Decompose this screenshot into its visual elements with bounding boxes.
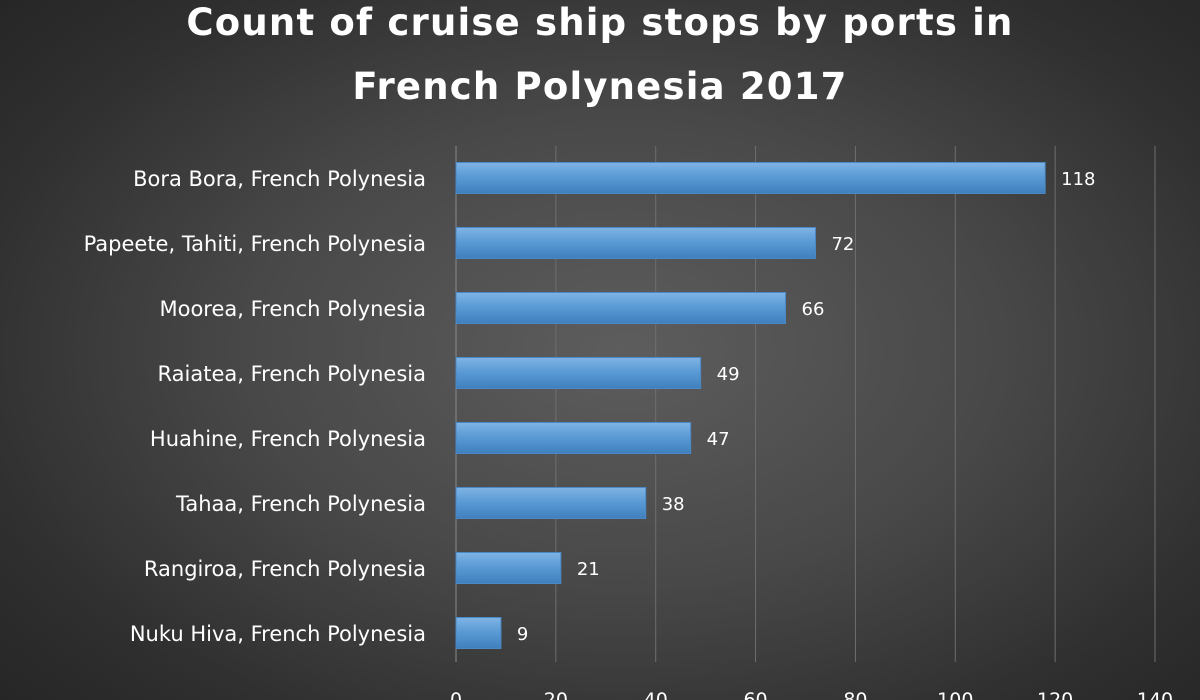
category-label: Moorea, French Polynesia — [159, 297, 426, 321]
category-label: Bora Bora, French Polynesia — [133, 167, 426, 191]
x-tick-label: 120 — [1037, 689, 1073, 700]
bar — [455, 617, 502, 649]
data-label: 72 — [831, 234, 854, 255]
bar — [455, 422, 692, 454]
chart-title-line-1: Count of cruise ship stops by ports in — [186, 1, 1014, 44]
bar — [455, 487, 647, 519]
data-label: 38 — [662, 494, 685, 515]
data-label: 47 — [707, 429, 730, 450]
category-labels: Bora Bora, French Polynesia Papeete, Tahi… — [84, 167, 426, 646]
x-tick-label: 20 — [544, 689, 568, 700]
bar — [455, 292, 787, 324]
x-tick-label: 0 — [450, 689, 462, 700]
category-label: Rangiroa, French Polynesia — [144, 557, 426, 581]
category-label: Huahine, French Polynesia — [150, 427, 426, 451]
x-tick-label: 80 — [843, 689, 867, 700]
bar — [455, 552, 562, 584]
category-label: Raiatea, French Polynesia — [158, 362, 426, 386]
category-label: Nuku Hiva, French Polynesia — [130, 622, 426, 646]
bar — [455, 227, 816, 259]
category-label: Papeete, Tahiti, French Polynesia — [84, 232, 426, 256]
data-label: 49 — [717, 364, 740, 385]
data-label: 21 — [577, 559, 600, 580]
data-label: 66 — [802, 299, 825, 320]
bars — [455, 162, 1046, 649]
x-tick-label: 60 — [743, 689, 767, 700]
x-tick-label: 140 — [1137, 689, 1173, 700]
category-label: Tahaa, French Polynesia — [175, 492, 426, 516]
x-axis-tick-labels: 0 20 40 60 80 100 120 140 — [450, 689, 1173, 700]
gridlines — [455, 146, 1156, 662]
x-tick-label: 100 — [937, 689, 973, 700]
data-label: 118 — [1061, 169, 1095, 190]
bar — [455, 162, 1046, 194]
bar — [455, 357, 702, 389]
data-label: 9 — [517, 624, 528, 645]
x-tick-label: 40 — [644, 689, 668, 700]
data-labels: 118 72 66 49 47 38 21 9 — [517, 169, 1096, 645]
chart-title-line-2: French Polynesia 2017 — [352, 65, 848, 108]
